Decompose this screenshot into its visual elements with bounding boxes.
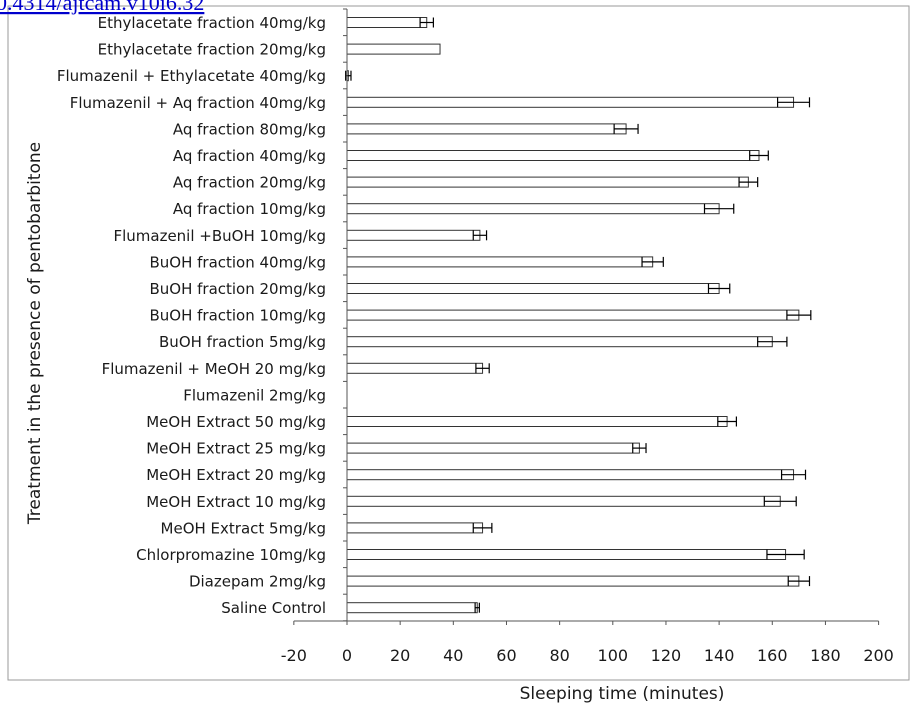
bar xyxy=(346,602,478,614)
y-axis-title: Treatment in the presence of pentobarbit… xyxy=(25,142,45,525)
category-label: MeOH Extract 50 mg/kg xyxy=(146,413,326,431)
bar xyxy=(346,336,773,348)
category-label: MeOH Extract 20 mg/kg xyxy=(146,466,326,484)
bar xyxy=(346,123,627,135)
bar xyxy=(346,522,484,534)
bars-layer xyxy=(345,17,812,614)
x-tick-labels: -20 0 20 40 60 80 100 120 140 160 180 200 xyxy=(281,646,894,665)
category-label: MeOH Extract 10 mg/kg xyxy=(146,493,326,511)
category-label: BuOH fraction 40mg/kg xyxy=(149,253,326,271)
category-label: BuOH fraction 10mg/kg xyxy=(149,307,326,325)
category-label: Ethylacetate fraction 20mg/kg xyxy=(98,41,326,59)
bar xyxy=(346,309,800,321)
category-label: Flumazenil 2mg/kg xyxy=(183,386,326,404)
bar xyxy=(346,416,728,427)
bar xyxy=(346,469,795,481)
x-tick-label: 180 xyxy=(810,646,841,665)
category-label: Aq fraction 40mg/kg xyxy=(173,147,326,165)
x-tick-label: 80 xyxy=(549,646,569,665)
category-label: Flumazenil + MeOH 20 mg/kg xyxy=(102,360,326,378)
category-label: BuOH fraction 20mg/kg xyxy=(149,280,326,298)
category-label: BuOH fraction 5mg/kg xyxy=(159,333,326,351)
x-axis-title: Sleeping time (minutes) xyxy=(520,684,725,704)
x-tick-label: 200 xyxy=(863,646,894,665)
bar xyxy=(346,176,749,188)
x-tick-label: 0 xyxy=(342,646,352,665)
x-tick-label: -20 xyxy=(281,646,307,665)
bar xyxy=(346,229,481,241)
category-label: Chlorpromazine 10mg/kg xyxy=(136,546,326,564)
bar xyxy=(346,362,484,374)
category-label: Flumazenil + Aq fraction 40mg/kg xyxy=(70,94,326,112)
category-label: Diazepam 2mg/kg xyxy=(189,573,326,591)
category-labels: Ethylacetate fraction 40mg/kg Ethylacetat… xyxy=(57,14,326,617)
axes xyxy=(293,8,880,625)
category-label: MeOH Extract 5mg/kg xyxy=(161,519,326,537)
bar xyxy=(346,549,787,560)
category-label: Ethylacetate fraction 40mg/kg xyxy=(98,14,326,32)
bar xyxy=(346,442,640,454)
x-tick-label: 40 xyxy=(443,646,463,665)
bar xyxy=(346,96,795,108)
category-label: Aq fraction 80mg/kg xyxy=(173,120,326,138)
bar xyxy=(346,283,720,294)
category-label: Aq fraction 20mg/kg xyxy=(173,174,326,192)
bar xyxy=(346,203,720,215)
x-tick-label: 140 xyxy=(704,646,735,665)
chart-frame xyxy=(7,5,910,681)
bar xyxy=(346,43,441,55)
x-tick-label: 60 xyxy=(496,646,516,665)
bar xyxy=(346,575,800,587)
bar xyxy=(346,495,781,507)
category-label: Saline Control xyxy=(221,599,326,617)
category-label: MeOH Extract 25 mg/kg xyxy=(146,440,326,458)
bar xyxy=(346,17,428,28)
header-fragment[interactable]: 0.4314/ajtcam.v10i6.32 xyxy=(0,0,204,15)
bar xyxy=(346,150,760,161)
x-tick-label: 20 xyxy=(390,646,410,665)
bar xyxy=(346,256,654,268)
x-tick-label: 160 xyxy=(757,646,788,665)
category-label: Aq fraction 10mg/kg xyxy=(173,200,326,218)
x-tick-label: 100 xyxy=(598,646,629,665)
category-label: Flumazenil +BuOH 10mg/kg xyxy=(113,227,326,245)
category-label: Flumazenil + Ethylacetate 40mg/kg xyxy=(57,67,326,85)
x-tick-label: 120 xyxy=(651,646,682,665)
